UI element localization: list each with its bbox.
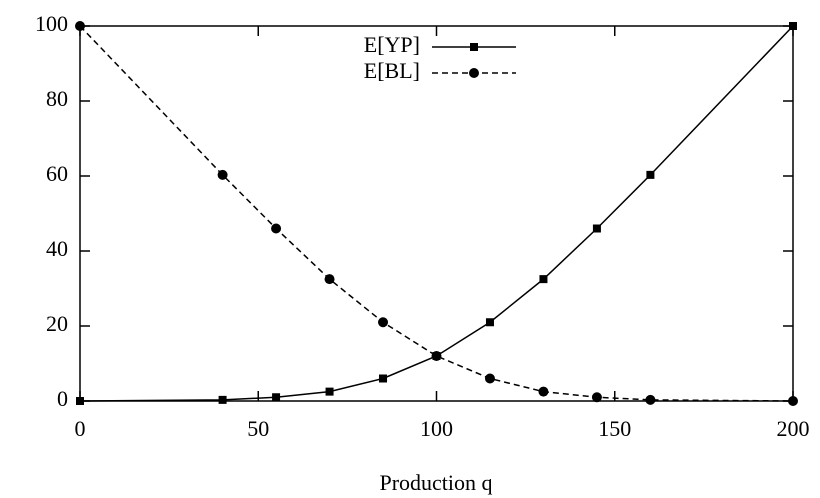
data-point xyxy=(271,223,282,234)
series-line xyxy=(79,25,794,402)
data-point xyxy=(645,394,656,405)
x-tick-label: 0 xyxy=(75,416,86,441)
x-tick-label: 100 xyxy=(420,416,453,441)
data-point xyxy=(378,317,389,328)
data-point xyxy=(431,351,442,361)
y-tick-label: 100 xyxy=(35,11,68,36)
legend-marker xyxy=(469,68,479,78)
y-tick-label: 80 xyxy=(46,86,68,111)
legend-marker xyxy=(470,43,478,51)
data-point xyxy=(485,318,494,327)
data-point xyxy=(591,392,602,403)
data-point xyxy=(75,21,85,31)
data-point xyxy=(538,386,549,397)
series-line xyxy=(79,25,794,402)
x-tick-label: 200 xyxy=(777,416,810,441)
data-point xyxy=(646,170,655,179)
legend-label: E[YP] xyxy=(364,32,420,57)
legend-label: E[BL] xyxy=(364,58,420,83)
y-tick-label: 40 xyxy=(46,236,68,261)
data-point xyxy=(788,396,798,406)
y-tick-label: 60 xyxy=(46,161,68,186)
data-point xyxy=(324,274,335,285)
data-point xyxy=(592,224,601,233)
x-tick-label: 150 xyxy=(598,416,631,441)
data-point xyxy=(218,395,227,404)
data-point xyxy=(325,387,334,396)
data-point xyxy=(76,397,84,405)
y-tick-label: 0 xyxy=(57,386,68,411)
data-point xyxy=(539,275,548,284)
x-axis-label: Production q xyxy=(379,470,492,495)
y-tick-label: 20 xyxy=(46,311,68,336)
data-point xyxy=(272,393,281,402)
data-point xyxy=(217,169,228,180)
data-point xyxy=(484,373,495,384)
data-point xyxy=(789,22,797,30)
x-tick-label: 50 xyxy=(247,416,269,441)
plot-frame xyxy=(79,25,794,402)
data-point xyxy=(379,374,388,383)
